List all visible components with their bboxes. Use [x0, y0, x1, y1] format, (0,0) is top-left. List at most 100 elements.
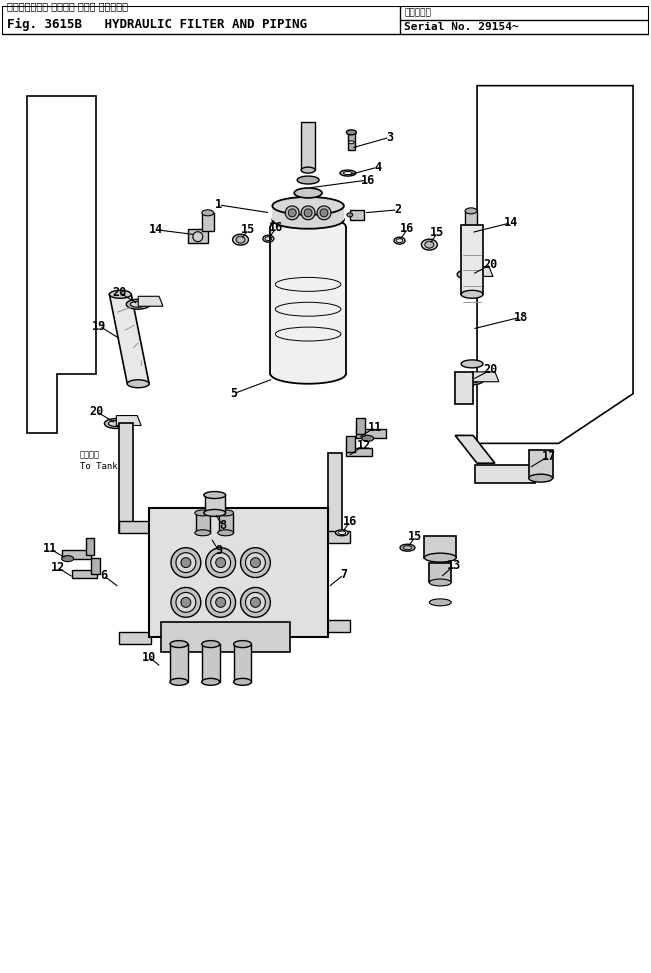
- Circle shape: [320, 209, 328, 217]
- Circle shape: [181, 597, 191, 607]
- Bar: [149, 508, 328, 637]
- Ellipse shape: [104, 418, 128, 428]
- Text: 16: 16: [269, 221, 283, 234]
- Ellipse shape: [236, 236, 245, 243]
- Ellipse shape: [265, 236, 272, 240]
- Text: 9: 9: [215, 544, 222, 558]
- Ellipse shape: [195, 530, 211, 536]
- Text: 6: 6: [100, 569, 107, 582]
- Ellipse shape: [362, 436, 374, 442]
- Circle shape: [206, 548, 236, 578]
- Ellipse shape: [234, 640, 251, 648]
- Ellipse shape: [394, 237, 405, 244]
- Bar: [119, 632, 151, 644]
- Text: 16: 16: [361, 173, 375, 187]
- Circle shape: [317, 206, 331, 220]
- Polygon shape: [109, 294, 149, 383]
- Bar: [356, 429, 385, 439]
- Bar: [465, 211, 477, 229]
- Circle shape: [245, 553, 266, 572]
- Circle shape: [251, 597, 260, 607]
- Circle shape: [211, 593, 230, 612]
- Ellipse shape: [217, 530, 234, 536]
- Text: Serial No. 29154~: Serial No. 29154~: [404, 22, 519, 32]
- Text: 11: 11: [42, 542, 57, 556]
- Circle shape: [176, 593, 196, 612]
- Text: タンクへ: タンクへ: [79, 450, 100, 460]
- Circle shape: [251, 558, 260, 567]
- Ellipse shape: [465, 208, 477, 214]
- Polygon shape: [138, 297, 163, 306]
- Circle shape: [176, 553, 196, 572]
- Bar: [92, 558, 100, 573]
- Ellipse shape: [346, 129, 356, 135]
- Bar: [461, 227, 481, 240]
- Ellipse shape: [270, 217, 346, 236]
- Ellipse shape: [430, 598, 451, 606]
- Ellipse shape: [204, 491, 226, 498]
- Text: 7: 7: [340, 568, 348, 581]
- Ellipse shape: [340, 170, 356, 176]
- Text: 15: 15: [242, 223, 256, 236]
- Circle shape: [215, 558, 226, 567]
- Text: 14: 14: [149, 223, 163, 236]
- Text: ハイドロリック フィルタ および パイピング: ハイドロリック フィルタ および パイピング: [7, 1, 128, 11]
- Ellipse shape: [343, 171, 352, 174]
- Ellipse shape: [62, 556, 74, 561]
- Ellipse shape: [421, 239, 437, 250]
- Circle shape: [240, 588, 270, 617]
- Bar: [301, 123, 315, 170]
- Ellipse shape: [202, 210, 214, 216]
- Bar: [62, 550, 92, 559]
- Bar: [72, 569, 98, 578]
- Bar: [328, 453, 342, 543]
- Ellipse shape: [270, 364, 346, 383]
- Bar: [356, 417, 365, 434]
- Bar: [119, 521, 151, 533]
- Text: 16: 16: [342, 516, 357, 528]
- Polygon shape: [117, 415, 141, 425]
- Ellipse shape: [301, 167, 315, 173]
- Bar: [202, 644, 219, 682]
- Text: 14: 14: [504, 216, 518, 230]
- Polygon shape: [455, 436, 495, 463]
- Circle shape: [301, 206, 315, 220]
- Circle shape: [211, 553, 230, 572]
- Circle shape: [215, 597, 226, 607]
- Bar: [85, 538, 94, 555]
- Bar: [219, 513, 232, 533]
- Ellipse shape: [170, 640, 188, 648]
- Ellipse shape: [217, 510, 234, 516]
- Ellipse shape: [400, 544, 415, 551]
- Ellipse shape: [461, 290, 483, 299]
- Ellipse shape: [403, 546, 412, 550]
- Ellipse shape: [127, 379, 149, 387]
- Text: 18: 18: [514, 310, 528, 324]
- Circle shape: [288, 209, 296, 217]
- Bar: [430, 562, 451, 583]
- Ellipse shape: [350, 211, 362, 219]
- Bar: [318, 531, 350, 543]
- Text: 5: 5: [230, 387, 237, 400]
- Ellipse shape: [193, 232, 202, 241]
- Text: 10: 10: [142, 651, 156, 664]
- Ellipse shape: [461, 360, 483, 368]
- Ellipse shape: [170, 678, 188, 685]
- Ellipse shape: [335, 530, 348, 536]
- Ellipse shape: [338, 531, 346, 534]
- Ellipse shape: [464, 377, 480, 382]
- Bar: [348, 132, 355, 150]
- Ellipse shape: [348, 141, 354, 144]
- Bar: [346, 437, 355, 452]
- Ellipse shape: [130, 302, 146, 307]
- Ellipse shape: [347, 213, 353, 217]
- Circle shape: [285, 206, 299, 220]
- Text: 8: 8: [219, 520, 226, 532]
- Bar: [161, 622, 290, 652]
- Text: 20: 20: [484, 258, 498, 271]
- Polygon shape: [472, 372, 499, 381]
- Text: 19: 19: [92, 319, 107, 333]
- Text: 17: 17: [542, 450, 556, 463]
- Ellipse shape: [272, 211, 344, 229]
- Text: 20: 20: [112, 286, 126, 299]
